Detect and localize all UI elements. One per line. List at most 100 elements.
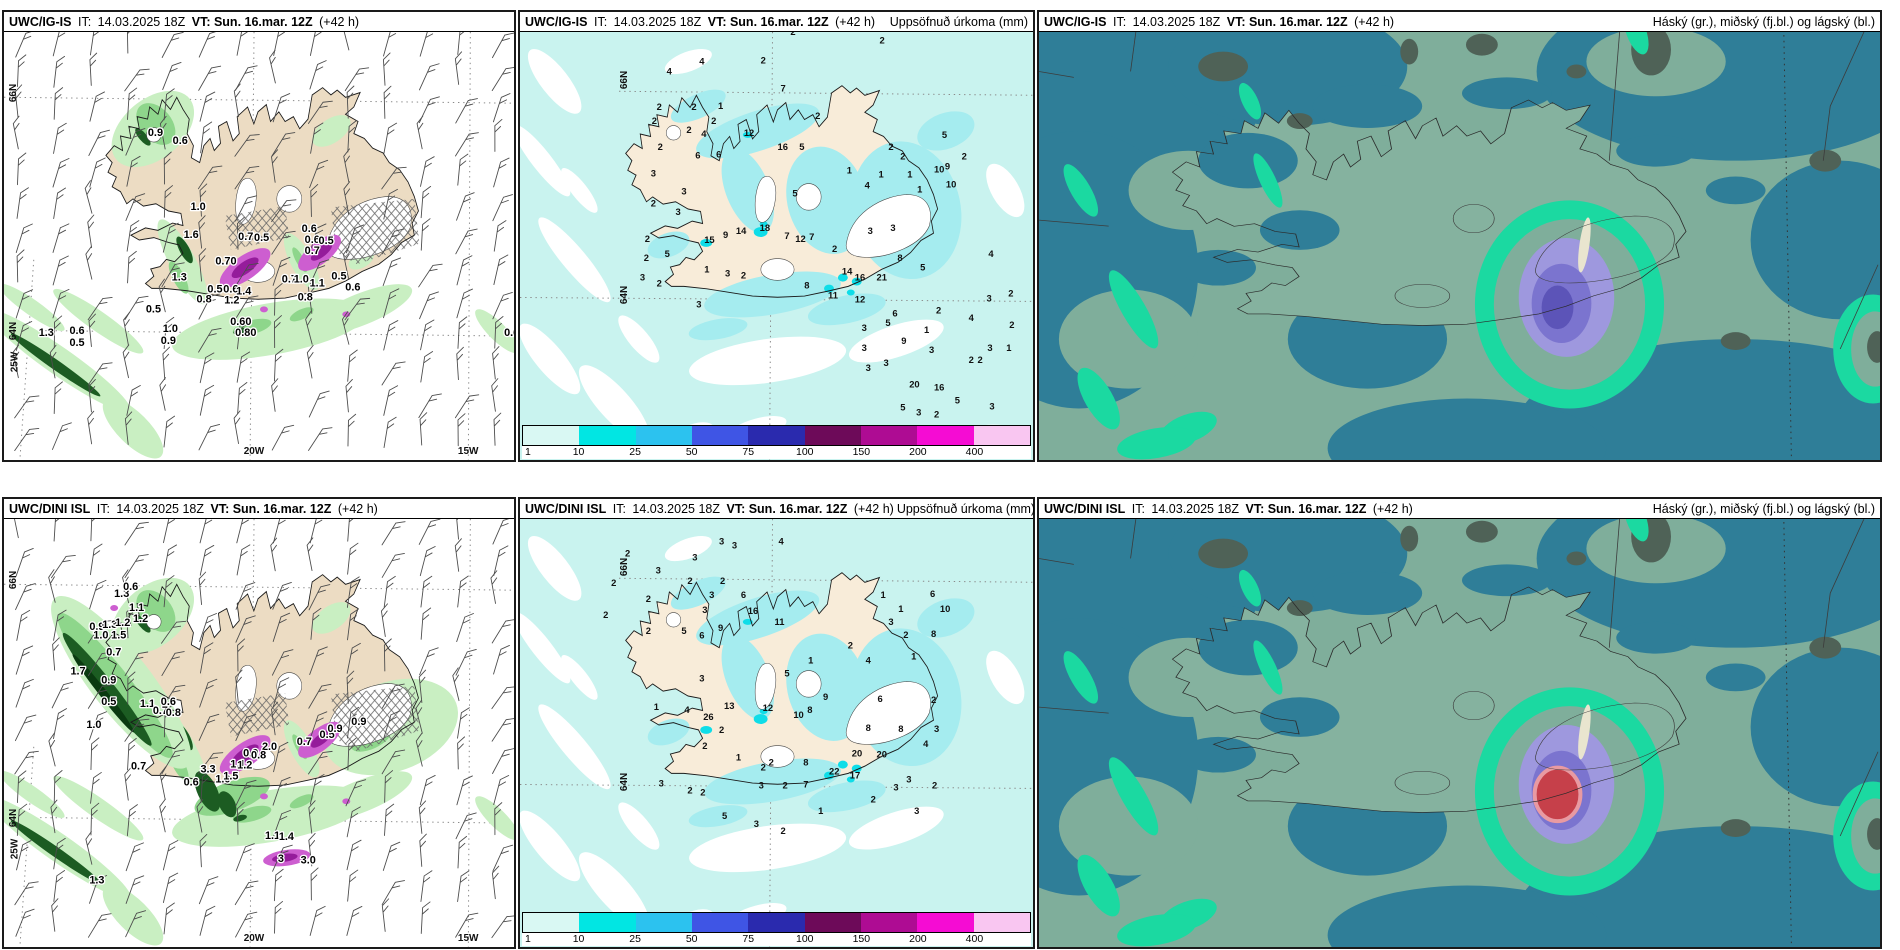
svg-text:1.3: 1.3 — [114, 588, 129, 600]
right-edge-ring — [1833, 781, 1880, 891]
precip-amount-labels: 2244222122241272216566314323552221091011… — [640, 26, 1015, 420]
run-info: UWC/DINI ISL IT: 14.03.2025 18Z VT: Sun.… — [525, 501, 894, 516]
panel-title: Háský (gr.), miðský (fj.bl.) og lágský (… — [1652, 501, 1875, 516]
svg-text:1.6: 1.6 — [184, 229, 199, 241]
svg-text:0.9: 0.9 — [101, 674, 116, 686]
model-name: UWC/DINI ISL — [9, 501, 91, 516]
svg-text:0.6: 0.6 — [184, 776, 199, 788]
svg-text:5: 5 — [665, 248, 670, 259]
svg-text:1.1: 1.1 — [265, 830, 280, 842]
svg-text:1: 1 — [808, 655, 813, 666]
colorbar-segment — [748, 426, 805, 445]
svg-text:3: 3 — [987, 342, 992, 353]
svg-text:5: 5 — [681, 625, 686, 636]
svg-text:16: 16 — [748, 605, 758, 616]
colorbar-segment — [691, 913, 749, 932]
colorbar-segment — [635, 426, 692, 445]
svg-text:3: 3 — [725, 268, 730, 279]
svg-text:1: 1 — [818, 805, 823, 816]
svg-text:3: 3 — [934, 723, 939, 734]
svg-text:18: 18 — [760, 222, 770, 233]
glacier-outlines — [1394, 204, 1675, 308]
svg-text:3: 3 — [929, 344, 934, 355]
svg-text:0.9: 0.9 — [351, 716, 366, 728]
svg-text:3: 3 — [681, 185, 686, 196]
lon-label-20w: 20W — [243, 933, 265, 944]
model-name: UWC/DINI ISL — [1044, 501, 1126, 516]
svg-text:1.4: 1.4 — [236, 285, 251, 297]
colorbar-segment — [748, 913, 805, 932]
svg-text:2: 2 — [962, 151, 967, 162]
svg-text:1.1: 1.1 — [230, 759, 245, 771]
colorbar-segment — [973, 913, 1030, 932]
colorbar-segment — [691, 426, 749, 445]
colorbar-tick: 400 — [965, 446, 984, 458]
panel-precip-dini: 3 3 4 3 3 2 2 3 2 6 3 16 11 9 5 6 2 1 5 2 4 1 1 3 2 6 10 8 1 3 9 8 10 12 1… — [518, 497, 1035, 949]
svg-text:2: 2 — [741, 270, 746, 281]
svg-text:6: 6 — [695, 150, 700, 161]
svg-text:4: 4 — [684, 704, 690, 715]
svg-text:3: 3 — [759, 779, 764, 790]
svg-text:8: 8 — [807, 704, 812, 715]
colorbar-tick: 50 — [685, 446, 698, 458]
panel-header: UWC/DINI ISL IT: 14.03.2025 18Z VT: Sun.… — [4, 499, 514, 519]
lon-label-25w: 25W — [9, 351, 21, 373]
colorbar-tick: 150 — [852, 933, 871, 945]
svg-text:0.8: 0.8 — [166, 707, 181, 719]
svg-text:3: 3 — [989, 400, 994, 411]
svg-text:9: 9 — [723, 229, 728, 240]
svg-text:3: 3 — [866, 362, 871, 373]
svg-text:5: 5 — [955, 395, 960, 406]
svg-text:16: 16 — [777, 141, 787, 152]
svg-text:8: 8 — [803, 757, 808, 768]
panel-header: UWC/IG-IS IT: 14.03.2025 18Z VT: Sun. 16… — [1039, 12, 1880, 32]
svg-text:0.6: 0.6 — [504, 327, 514, 339]
svg-text:0.7: 0.7 — [131, 761, 146, 773]
svg-text:7: 7 — [780, 82, 785, 93]
svg-text:1.2: 1.2 — [237, 760, 252, 772]
svg-text:0.6: 0.6 — [69, 325, 84, 337]
svg-text:3: 3 — [699, 672, 704, 683]
precip-colorbar: 1 10 25 50 75 100 150 200 400 — [522, 425, 1031, 459]
lat-label-64n: 64N — [8, 808, 20, 827]
svg-text:1.0: 1.0 — [86, 719, 101, 731]
svg-text:8: 8 — [898, 723, 903, 734]
graticule — [1039, 12, 1879, 460]
svg-text:6: 6 — [699, 630, 704, 641]
svg-text:1.0: 1.0 — [215, 773, 230, 785]
colorbar-tick: 75 — [742, 446, 755, 458]
svg-text:0.5: 0.5 — [254, 232, 269, 244]
svg-text:3: 3 — [862, 322, 867, 333]
svg-text:2: 2 — [978, 354, 983, 365]
panel-title: Háský (gr.), miðský (fj.bl.) og lágský (… — [1652, 14, 1875, 29]
lon-label-25w: 25W — [9, 838, 21, 860]
svg-text:0.8: 0.8 — [251, 750, 266, 762]
svg-text:1: 1 — [898, 603, 903, 614]
colorbar-tick: 10 — [572, 446, 585, 458]
svg-text:3: 3 — [868, 225, 873, 236]
svg-text:3: 3 — [656, 564, 661, 575]
svg-text:2: 2 — [658, 141, 663, 152]
svg-text:2: 2 — [611, 577, 616, 588]
svg-text:3.3: 3.3 — [200, 764, 215, 776]
svg-text:2: 2 — [651, 197, 656, 208]
colorbar-segment — [579, 426, 636, 445]
svg-text:2: 2 — [603, 609, 608, 620]
svg-text:4: 4 — [667, 65, 673, 76]
svg-text:5: 5 — [799, 141, 804, 152]
svg-text:10: 10 — [793, 709, 803, 720]
on-land-teal-patches — [1180, 77, 1766, 286]
svg-text:2: 2 — [1008, 287, 1013, 298]
svg-text:11: 11 — [828, 289, 838, 300]
glaciers — [665, 612, 931, 768]
svg-text:2: 2 — [782, 779, 787, 790]
svg-text:9: 9 — [901, 335, 906, 346]
bullseye-core — [1541, 285, 1574, 330]
colorbar-tick: 100 — [796, 446, 814, 458]
colorbar-segment — [804, 426, 861, 445]
svg-text:3: 3 — [709, 589, 714, 600]
lat-label-64n: 64N — [8, 321, 20, 340]
svg-text:4: 4 — [923, 738, 929, 749]
